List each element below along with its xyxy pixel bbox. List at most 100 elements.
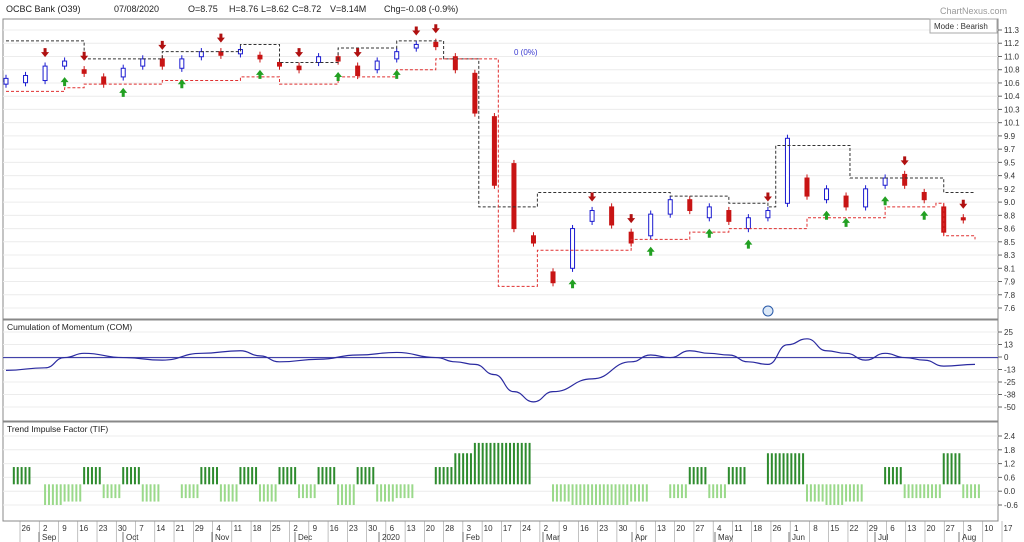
x-month-label: Jul — [878, 533, 888, 542]
tif-positive-bar — [137, 467, 140, 485]
tif-positive-bar — [364, 467, 367, 485]
x-day-label: 23 — [99, 524, 108, 533]
x-day-label: 10 — [484, 524, 493, 533]
tif-positive-bar — [83, 467, 86, 485]
x-day-label: 2 — [544, 524, 549, 533]
tif-positive-bar — [325, 467, 328, 485]
tif-positive-bar — [512, 442, 515, 485]
tif-negative-bar — [915, 484, 918, 499]
sell-signal-arrow — [959, 199, 968, 209]
x-day-label: 29 — [195, 524, 204, 533]
tif-positive-bar — [696, 467, 699, 485]
price-layer — [3, 24, 976, 289]
x-day-label: 26 — [772, 524, 781, 533]
x-day-label: 3 — [967, 524, 972, 533]
tif-positive-bar — [458, 453, 461, 485]
tif-positive-bar — [493, 442, 496, 485]
watermark: ChartNexus.com — [940, 6, 1007, 16]
mode-box[interactable] — [929, 18, 998, 34]
sell-signal-arrow — [627, 214, 636, 224]
tif-negative-bar — [196, 484, 199, 499]
price-axis-tick-label: 8.5 — [1004, 238, 1016, 247]
tif-positive-bar — [130, 467, 133, 485]
candle-up — [589, 210, 595, 222]
tif-layer — [12, 442, 980, 505]
tif-negative-bar — [817, 484, 820, 502]
tif-negative-bar — [47, 484, 50, 505]
tif-negative-bar — [903, 484, 906, 499]
tif-negative-bar — [680, 484, 683, 499]
tif-negative-bar — [102, 484, 105, 499]
candle-up — [745, 217, 751, 230]
x-day-label: 11 — [734, 524, 743, 533]
open-label: O=8.75 — [188, 4, 218, 14]
tif-negative-bar — [348, 484, 351, 505]
tif-positive-bar — [950, 453, 953, 485]
candle-up — [42, 65, 48, 82]
x-day-label: 17 — [503, 524, 512, 533]
candle-up — [706, 206, 712, 219]
tif-positive-bar — [802, 453, 805, 485]
tif-axis-tick-label: 1.2 — [1004, 460, 1016, 469]
tif-negative-bar — [559, 484, 562, 502]
candle-down — [843, 195, 849, 208]
change-label: Chg=-0.08 (-0.9%) — [384, 4, 458, 14]
x-day-label: 16 — [79, 524, 88, 533]
tif-negative-bar — [341, 484, 344, 505]
x-day-label: 9 — [62, 524, 67, 533]
event-icon[interactable] — [762, 305, 774, 317]
tif-negative-bar — [235, 484, 238, 502]
tif-negative-bar — [974, 484, 976, 499]
candle-down — [277, 61, 283, 67]
tif-positive-bar — [489, 442, 492, 485]
tif-positive-bar — [899, 467, 902, 485]
x-day-label: 28 — [445, 524, 454, 533]
price-axis-tick-label: 10.4 — [1004, 92, 1020, 101]
tif-negative-bar — [567, 484, 570, 502]
buy-signal-arrow — [568, 279, 577, 289]
tif-negative-bar — [712, 484, 715, 499]
x-day-label: 20 — [927, 524, 936, 533]
tif-negative-bar — [344, 484, 347, 505]
tif-negative-bar — [298, 484, 301, 499]
x-month-label: Oct — [126, 533, 139, 542]
tif-negative-bar — [114, 484, 117, 499]
tif-negative-bar — [337, 484, 340, 505]
candle-up — [198, 51, 204, 58]
x-day-label: 22 — [850, 524, 859, 533]
tif-negative-bar — [157, 484, 160, 502]
tif-positive-bar — [28, 467, 31, 485]
tif-positive-bar — [501, 442, 504, 485]
tif-positive-bar — [481, 442, 484, 485]
com-axis-tick-label: -13 — [1004, 366, 1016, 375]
tif-negative-bar — [63, 484, 66, 502]
tif-negative-bar — [977, 484, 980, 499]
x-day-label: 9 — [563, 524, 568, 533]
tif-positive-bar — [368, 467, 371, 485]
tif-negative-bar — [626, 484, 629, 505]
tif-axis-tick-label: 0.0 — [1004, 487, 1016, 496]
tif-positive-bar — [438, 467, 441, 485]
candle-up — [140, 58, 146, 67]
buy-signal-arrow — [705, 228, 714, 238]
tif-positive-bar — [247, 467, 250, 485]
com-axis-tick-label: -50 — [1004, 403, 1016, 412]
x-day-label: 7 — [139, 524, 144, 533]
com-panel — [2, 319, 999, 422]
tif-negative-bar — [106, 484, 109, 499]
tif-negative-bar — [919, 484, 922, 499]
buy-signal-arrow — [177, 79, 186, 89]
price-axis-tick-label: 10.3 — [1004, 105, 1020, 114]
x-day-label: 3 — [467, 524, 472, 533]
tif-negative-bar — [966, 484, 969, 499]
tif-negative-bar — [71, 484, 74, 502]
x-day-label: 20 — [426, 524, 435, 533]
candle-down — [511, 163, 517, 230]
tif-positive-bar — [798, 453, 801, 485]
com-layer — [3, 338, 998, 403]
tif-positive-bar — [782, 453, 785, 485]
tif-positive-bar — [87, 467, 90, 485]
x-day-label: 13 — [907, 524, 916, 533]
tif-negative-bar — [555, 484, 558, 502]
tif-negative-bar — [813, 484, 816, 502]
